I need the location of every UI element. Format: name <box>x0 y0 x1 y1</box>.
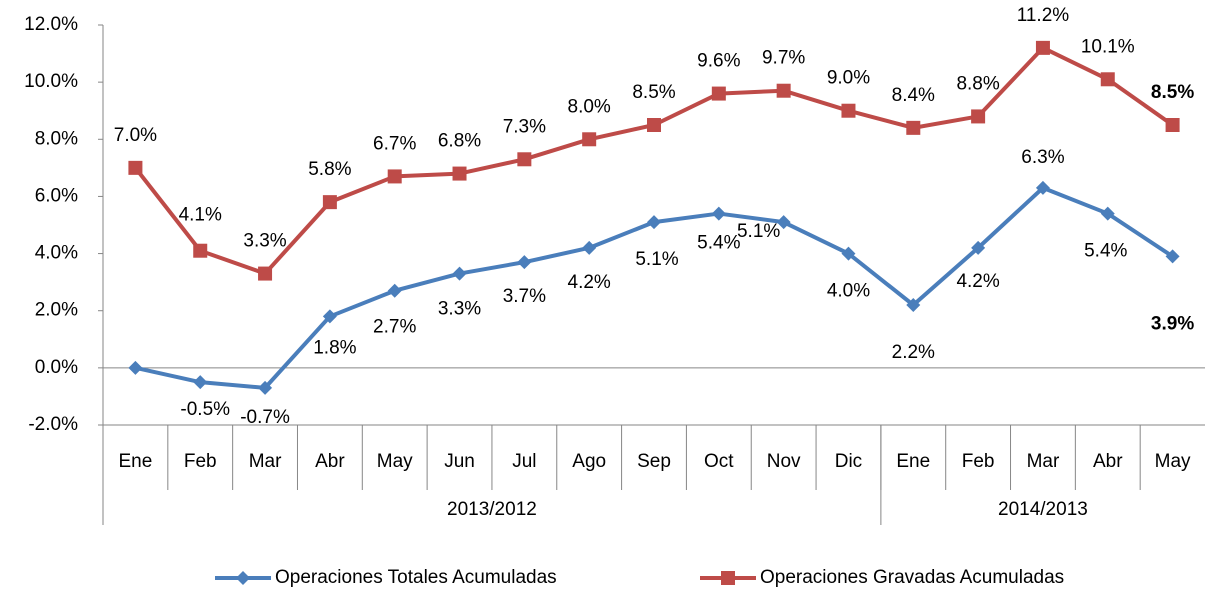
x-tick-label: Nov <box>767 451 801 472</box>
marker <box>906 298 921 312</box>
x-tick-label: Ago <box>572 451 606 472</box>
data-label: 6.3% <box>1021 147 1064 168</box>
x-tick-label: Jun <box>444 451 475 472</box>
data-label: 3.3% <box>243 231 286 252</box>
data-label: 8.8% <box>956 73 999 94</box>
data-label: 4.2% <box>956 271 999 292</box>
data-label: 2.7% <box>373 317 416 338</box>
marker <box>322 309 337 324</box>
data-label: 4.0% <box>827 281 870 302</box>
data-label: 8.0% <box>568 96 611 117</box>
legend-label: Operaciones Gravadas Acumuladas <box>760 567 1064 588</box>
data-label: 10.1% <box>1081 36 1135 57</box>
x-tick-label: Mar <box>1027 451 1060 472</box>
data-label: 5.4% <box>697 233 740 254</box>
marker <box>193 375 208 390</box>
data-label: 3.7% <box>503 286 546 307</box>
marker <box>258 266 273 281</box>
marker <box>841 246 856 261</box>
data-label: 9.6% <box>697 51 740 72</box>
x-tick-label: Mar <box>249 451 282 472</box>
x-tick-label: Ene <box>119 451 153 472</box>
x-tick-label: Abr <box>315 451 345 472</box>
data-label: 6.7% <box>373 133 416 154</box>
data-label: 3.3% <box>438 299 481 320</box>
data-label: 9.0% <box>827 68 870 89</box>
marker <box>1165 118 1180 132</box>
data-label: 2.2% <box>892 342 935 363</box>
marker <box>452 266 467 281</box>
legend-marker <box>721 571 735 585</box>
data-label: 7.0% <box>114 125 157 146</box>
y-tick-label: 2.0% <box>35 300 78 321</box>
marker <box>1165 249 1180 264</box>
legend-marker <box>236 571 250 585</box>
x-tick-label: Oct <box>704 451 734 472</box>
marker <box>906 120 921 135</box>
marker <box>776 83 791 98</box>
data-label: 8.5% <box>632 82 675 103</box>
marker <box>711 86 726 101</box>
marker <box>1035 40 1050 55</box>
x-tick-label: May <box>377 451 413 472</box>
x-tick-label: May <box>1155 451 1191 472</box>
marker <box>452 166 467 181</box>
data-label: 7.3% <box>503 116 546 137</box>
y-tick-label: 4.0% <box>35 243 78 264</box>
marker <box>517 255 532 270</box>
data-label: 5.1% <box>635 249 678 270</box>
x-tick-label: Feb <box>962 451 995 472</box>
data-label: 6.8% <box>438 131 481 152</box>
x-tick-label: Ene <box>896 451 930 472</box>
data-label: -0.5% <box>180 399 230 420</box>
data-label: 1.8% <box>313 337 356 358</box>
marker <box>387 169 402 184</box>
marker <box>647 215 661 230</box>
y-tick-label: -2.0% <box>28 414 78 435</box>
marker <box>193 243 208 258</box>
marker <box>1035 180 1050 195</box>
group-label: 2014/2013 <box>998 499 1088 520</box>
legend-label: Operaciones Totales Acumuladas <box>275 567 557 588</box>
y-tick-label: 10.0% <box>24 71 78 92</box>
marker <box>971 109 986 124</box>
marker <box>711 206 726 221</box>
group-label: 2013/2012 <box>447 499 537 520</box>
marker <box>128 360 143 375</box>
marker <box>582 240 597 255</box>
data-label: 9.7% <box>762 48 805 69</box>
marker <box>128 160 143 175</box>
marker <box>841 103 856 118</box>
marker <box>582 132 597 147</box>
data-label: 3.9% <box>1151 313 1194 334</box>
data-label: 11.2% <box>1017 5 1070 26</box>
marker <box>517 152 532 167</box>
x-tick-label: Sep <box>637 451 671 472</box>
y-tick-label: 12.0% <box>24 14 78 35</box>
marker <box>1100 72 1115 87</box>
data-label: 8.5% <box>1151 82 1194 103</box>
x-tick-label: Dic <box>835 451 862 472</box>
data-label: -0.7% <box>240 407 290 428</box>
marker <box>776 215 791 230</box>
y-tick-label: 0.0% <box>35 357 78 378</box>
x-tick-label: Abr <box>1093 451 1123 472</box>
data-label: 4.2% <box>568 272 611 293</box>
x-tick-label: Feb <box>184 451 217 472</box>
marker <box>647 118 661 132</box>
marker <box>322 195 337 210</box>
y-tick-label: 6.0% <box>35 185 78 206</box>
data-label: 5.1% <box>737 221 780 242</box>
data-label: 4.1% <box>179 205 222 226</box>
x-tick-label: Jul <box>512 451 536 472</box>
marker <box>1100 206 1115 221</box>
marker <box>387 283 402 298</box>
marker <box>258 380 273 395</box>
y-tick-label: 8.0% <box>35 128 78 149</box>
data-label: 8.4% <box>892 85 935 106</box>
data-label: 5.4% <box>1084 241 1127 262</box>
data-label: 5.8% <box>308 159 351 180</box>
marker <box>971 240 986 255</box>
